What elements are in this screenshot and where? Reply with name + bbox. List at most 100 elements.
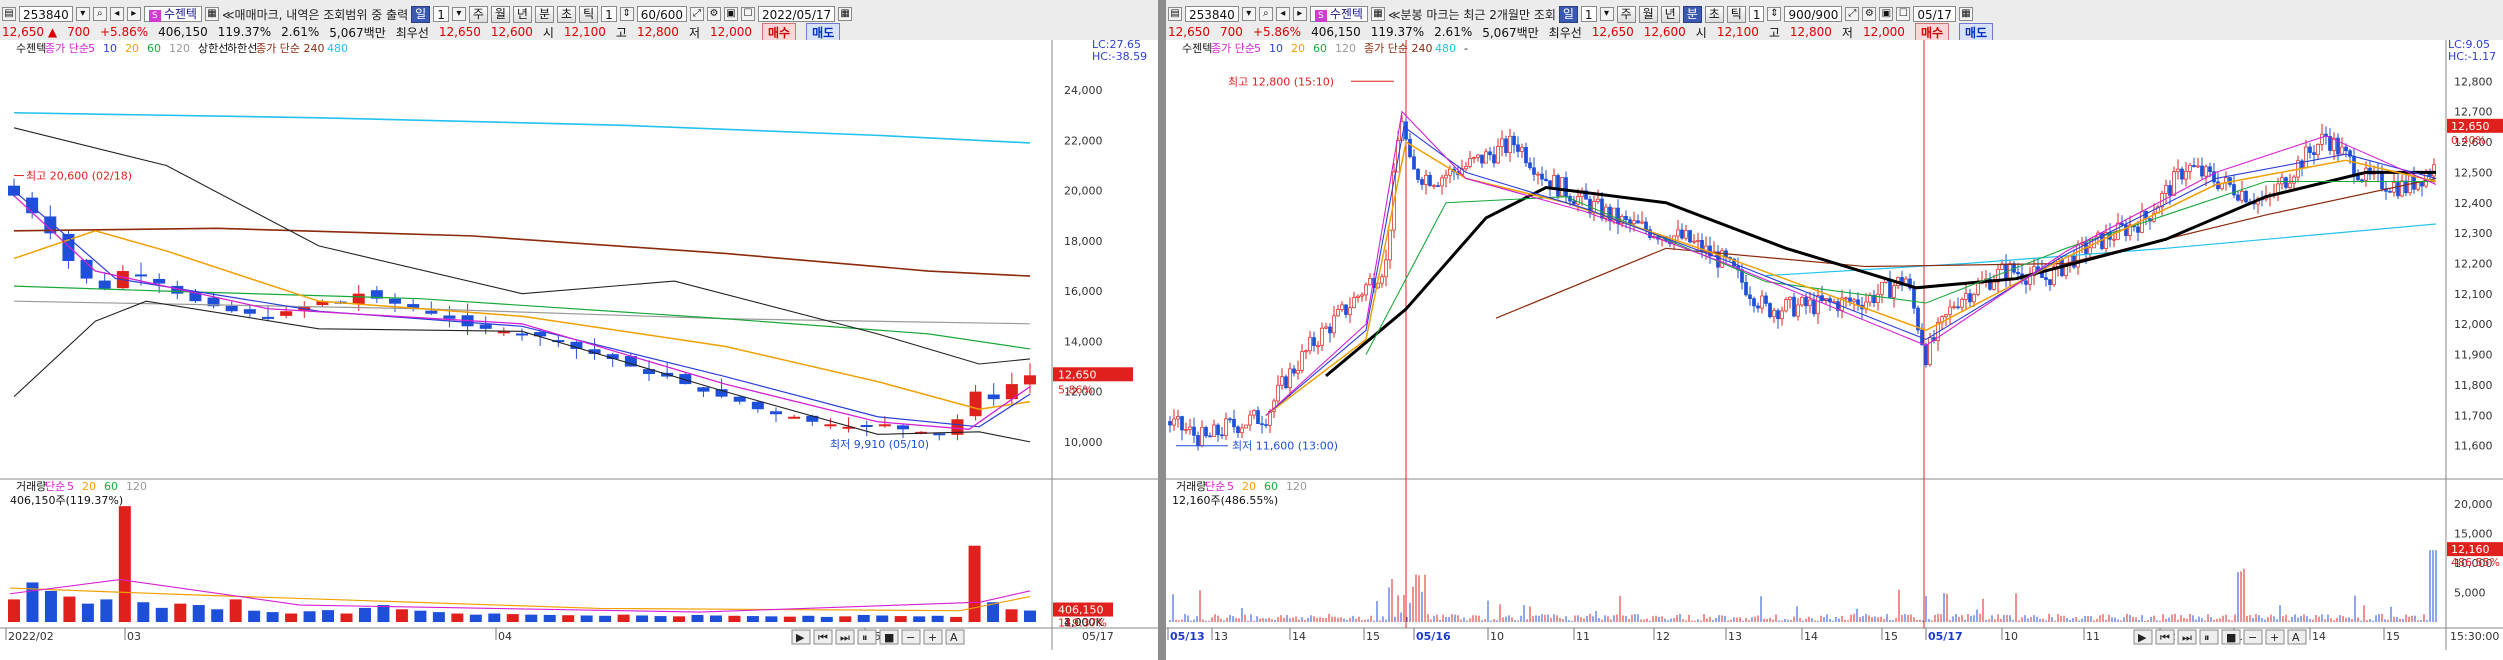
period-tab-minute[interactable]: 분 [534, 5, 555, 23]
candle-body [1288, 368, 1292, 389]
period-tab-year[interactable]: 년 [512, 5, 532, 23]
calendar-icon[interactable]: ▦ [1958, 7, 1973, 21]
link-icon[interactable]: ▦ [204, 7, 219, 21]
stock-name[interactable]: S 수젠텍 [1309, 6, 1368, 22]
candle-body [1756, 305, 1760, 309]
period-day-button[interactable]: 일 [411, 5, 431, 23]
footer-control-button[interactable] [945, 629, 965, 645]
volume-bar [580, 615, 593, 622]
period-num-input[interactable]: 1 [433, 6, 449, 22]
footer-control-button[interactable] [2243, 629, 2263, 645]
volume-bar [802, 615, 815, 622]
chevron-down-icon[interactable]: ▾ [1599, 7, 1614, 21]
candle-body [1384, 259, 1388, 278]
range-input[interactable]: 900/900 [1784, 6, 1843, 22]
next-stock-icon[interactable]: ▸ [1292, 7, 1307, 21]
period-num-input[interactable]: 1 [1580, 6, 1597, 22]
period-tab-second[interactable]: 초 [557, 5, 577, 23]
footer-control-button[interactable] [901, 629, 921, 645]
x-axis-label: 2022/02 [8, 630, 54, 643]
prev-stock-icon[interactable]: ◂ [109, 7, 124, 21]
period-tab-tick[interactable]: 틱 [579, 5, 599, 23]
footer-control-button[interactable] [2221, 629, 2241, 645]
current-price: 12,650 ▲ [2, 25, 58, 39]
volume-tag-label: 12,160 [2451, 543, 2490, 556]
candle-body [1816, 295, 1820, 315]
stepper-icon[interactable]: ⇕ [619, 7, 634, 21]
candle-body [1364, 284, 1368, 296]
footer-control-button[interactable] [2287, 629, 2307, 645]
save-icon[interactable]: ▣ [723, 7, 738, 21]
price-legend-item: 10 [1269, 42, 1283, 55]
footer-control-button[interactable] [879, 629, 899, 645]
notice-text: ≪매매마크, 내역은 조회범위 중 출력 [221, 7, 409, 22]
sell-button[interactable]: 매도 [806, 22, 841, 42]
chevron-down-icon[interactable]: ▾ [1241, 7, 1256, 21]
range-input[interactable]: 60/600 [636, 6, 687, 22]
date-input[interactable]: 05/17 [1913, 6, 1956, 22]
link-icon[interactable]: ▦ [1370, 7, 1385, 21]
footer-control-button[interactable] [857, 629, 877, 645]
footer-control-button[interactable] [2155, 629, 2175, 645]
buy-button[interactable]: 매수 [762, 22, 797, 42]
sell-button[interactable]: 매도 [1959, 22, 1994, 42]
footer-control-button[interactable] [835, 629, 855, 645]
settings-icon[interactable]: ⚙ [1862, 7, 1877, 21]
check-icon[interactable]: ☐ [1896, 7, 1911, 21]
ma480-line [13, 111, 1031, 144]
period-tab-minute[interactable]: 분 [1682, 5, 1702, 23]
save-icon[interactable]: ▣ [1879, 7, 1894, 21]
candle-body [2344, 146, 2348, 152]
stock-name[interactable]: S 수젠텍 [143, 6, 202, 22]
period-tab-week[interactable]: 주 [1616, 5, 1636, 23]
chevron-down-icon[interactable]: ▾ [451, 7, 466, 21]
footer-control-button[interactable] [2177, 629, 2197, 645]
x-axis-end-label: 05/17 [1082, 630, 1114, 643]
footer-control-button[interactable] [2133, 629, 2153, 645]
candle-body [1504, 138, 1508, 153]
zoom-icon[interactable]: ⤢ [1845, 7, 1860, 21]
pane-splitter[interactable] [1158, 0, 1166, 660]
zoom-icon[interactable]: ⤢ [689, 7, 704, 21]
candle-body [1852, 299, 1856, 302]
prev-stock-icon[interactable]: ◂ [1275, 7, 1290, 21]
check-icon[interactable]: ☐ [740, 7, 755, 21]
footer-control-button[interactable] [923, 629, 943, 645]
search-icon[interactable]: ⌕ [1258, 7, 1273, 21]
code-input[interactable]: 253840 [19, 6, 73, 22]
tick-count-input[interactable]: 1 [1748, 6, 1765, 22]
code-input[interactable]: 253840 [1185, 6, 1239, 22]
date-input[interactable]: 2022/05/17 [757, 6, 836, 22]
stepper-icon[interactable]: ⇕ [1767, 7, 1782, 21]
grid-icon[interactable]: ▤ [1168, 7, 1182, 21]
period-tab-year[interactable]: 년 [1660, 5, 1680, 23]
price-axis-label: 12,600 [2454, 136, 2493, 149]
period-tab-second[interactable]: 초 [1704, 5, 1724, 23]
grid-icon[interactable]: ▤ [2, 7, 16, 21]
footer-control-button[interactable] [2265, 629, 2285, 645]
footer-control-button[interactable] [2199, 629, 2219, 645]
chevron-down-icon[interactable]: ▾ [75, 7, 90, 21]
volume-ratio: 119.37% [1370, 25, 1425, 39]
current-price-tag-pct: 0.40% [2451, 134, 2486, 147]
period-tab-month[interactable]: 월 [490, 5, 510, 23]
volume-bar [913, 616, 926, 622]
buy-button[interactable]: 매수 [1914, 22, 1950, 42]
footer-control-button[interactable] [791, 629, 811, 645]
period-tab-month[interactable]: 월 [1638, 5, 1658, 23]
footer-control-button[interactable] [813, 629, 833, 645]
next-stock-icon[interactable]: ▸ [126, 7, 141, 21]
candle-body [1584, 190, 1588, 200]
period-tab-tick[interactable]: 틱 [1726, 5, 1746, 23]
settings-icon[interactable]: ⚙ [706, 7, 721, 21]
candle-body [2200, 165, 2204, 177]
volume-legend-item: 120 [126, 480, 147, 493]
search-icon[interactable]: ⌕ [92, 7, 107, 21]
tick-count-input[interactable]: 1 [601, 6, 617, 22]
period-day-button[interactable]: 일 [1558, 5, 1578, 23]
calendar-icon[interactable]: ▦ [838, 7, 853, 21]
period-tab-week[interactable]: 주 [468, 5, 488, 23]
candle-body [1788, 296, 1792, 300]
